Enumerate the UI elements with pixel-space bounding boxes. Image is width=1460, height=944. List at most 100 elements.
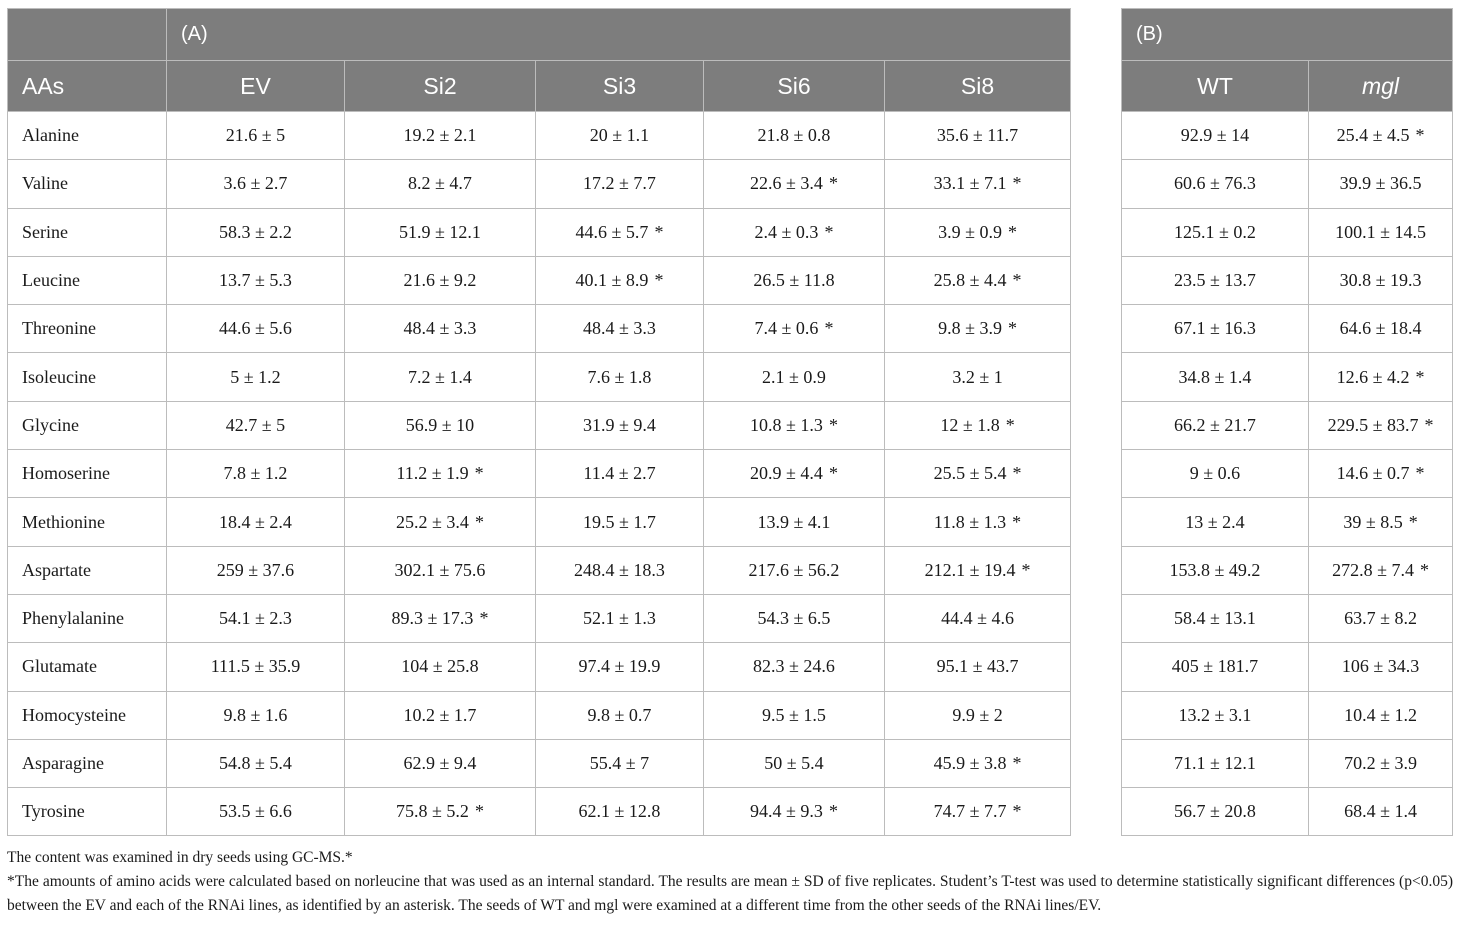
value-cell: 62.1 ± 12.8	[535, 787, 704, 837]
value-cell: 106 ± 34.3	[1307, 642, 1454, 692]
amino-acid-name: Valine	[7, 159, 167, 209]
cell-value: 17.2 ± 7.7	[583, 173, 656, 194]
value-cell: 212.1 ± 19.4 *	[883, 545, 1072, 595]
value-cell: 104 ± 25.8	[344, 642, 536, 692]
cell-value: 64.6 ± 18.4	[1339, 318, 1422, 339]
value-cell: 56.9 ± 10	[344, 400, 536, 451]
column-header-si3: Si3	[535, 60, 704, 112]
table-row: Tyrosine 53.5 ± 6.6 75.8 ± 5.2 * 62.1 ± 12.8…	[7, 787, 1072, 837]
amino-acid-name: Tyrosine	[7, 787, 167, 837]
value-cell: 111.5 ± 35.9	[166, 642, 345, 692]
cell-value: 22.6 ± 3.4	[750, 173, 823, 194]
cell-value: 7.8 ± 1.2	[223, 463, 288, 484]
cell-value: 39 ± 8.5	[1343, 511, 1403, 532]
significance-asterisk: *	[1408, 511, 1418, 532]
significance-asterisk: *	[824, 318, 834, 339]
cell-value: 89.3 ± 17.3	[391, 608, 474, 629]
table-row: 23.5 ± 13.7 30.8 ± 19.3	[1121, 255, 1454, 306]
table-row: 9 ± 0.6 14.6 ± 0.7 *	[1121, 449, 1454, 499]
significance-asterisk: *	[1007, 221, 1017, 242]
cell-value: 125.1 ± 0.2	[1174, 221, 1256, 242]
amino-acid-name: Leucine	[7, 255, 167, 306]
table-row: Aspartate 259 ± 37.6 302.1 ± 75.6 248.4 ± 1…	[7, 545, 1072, 595]
cell-value: 40.1 ± 8.9	[575, 270, 649, 291]
significance-asterisk: *	[1012, 801, 1022, 822]
cell-value: 2.4 ± 0.3	[754, 221, 819, 242]
significance-asterisk: *	[474, 463, 484, 484]
column-header-mgl: mgl	[1307, 60, 1454, 112]
significance-asterisk: *	[824, 221, 834, 242]
value-cell: 7.6 ± 1.8	[535, 352, 704, 402]
value-cell: 2.1 ± 0.9	[703, 352, 885, 402]
significance-asterisk: *	[479, 608, 489, 629]
cell-value: 52.1 ± 1.3	[583, 608, 656, 629]
table-row: 92.9 ± 14 25.4 ± 4.5 *	[1121, 110, 1454, 161]
table-row: 71.1 ± 12.1 70.2 ± 3.9	[1121, 738, 1454, 789]
value-cell: 71.1 ± 12.1	[1121, 738, 1309, 789]
cell-value: 25.8 ± 4.4	[933, 270, 1007, 291]
cell-value: 3.9 ± 0.9	[938, 221, 1002, 242]
cell-value: 9.8 ± 1.6	[223, 704, 288, 725]
value-cell: 92.9 ± 14	[1121, 110, 1309, 161]
significance-asterisk: *	[828, 801, 838, 822]
value-cell: 14.6 ± 0.7 *	[1307, 449, 1454, 499]
amino-acid-name: Glutamate	[7, 642, 167, 692]
value-cell: 25.4 ± 4.5 *	[1307, 110, 1454, 161]
value-cell: 21.6 ± 9.2	[344, 255, 536, 306]
cell-value: 10.2 ± 1.7	[403, 704, 477, 725]
cell-value: 18.4 ± 2.4	[219, 511, 292, 532]
cell-value: 50 ± 5.4	[764, 753, 824, 773]
value-cell: 70.2 ± 3.9	[1307, 738, 1454, 789]
panel-a-corner	[7, 8, 167, 61]
value-cell: 60.6 ± 76.3	[1121, 159, 1309, 209]
cell-value: 44.6 ± 5.7	[575, 221, 649, 242]
cell-value: 75.8 ± 5.2	[396, 801, 469, 822]
cell-value: 21.6 ± 5	[225, 125, 286, 146]
value-cell: 19.5 ± 1.7	[535, 497, 704, 547]
cell-value: 272.8 ± 7.4	[1332, 559, 1414, 580]
value-cell: 74.7 ± 7.7 *	[883, 787, 1072, 837]
value-cell: 50 ± 5.4	[703, 738, 885, 789]
value-cell: 21.6 ± 5	[166, 110, 345, 161]
significance-asterisk: *	[1007, 318, 1017, 339]
cell-value: 62.1 ± 12.8	[578, 801, 661, 822]
cell-value: 95.1 ± 43.7	[936, 656, 1019, 677]
cell-value: 31.9 ± 9.4	[583, 414, 656, 435]
value-cell: 9.9 ± 2	[883, 690, 1072, 740]
cell-value: 56.7 ± 20.8	[1174, 801, 1256, 822]
cell-value: 68.4 ± 1.4	[1344, 801, 1417, 822]
value-cell: 11.4 ± 2.7	[535, 449, 704, 499]
amino-acid-name: Threonine	[7, 304, 167, 354]
amino-acid-name: Serine	[7, 207, 167, 257]
cell-value: 212.1 ± 19.4	[924, 559, 1016, 580]
significance-asterisk: *	[1005, 414, 1015, 435]
value-cell: 62.9 ± 9.4	[344, 738, 536, 789]
cell-value: 63.7 ± 8.2	[1344, 608, 1417, 629]
value-cell: 58.3 ± 2.2	[166, 207, 345, 257]
table-row: Threonine 44.6 ± 5.6 48.4 ± 3.3 48.4 ± 3.3 7…	[7, 304, 1072, 354]
value-cell: 18.4 ± 2.4	[166, 497, 345, 547]
value-cell: 48.4 ± 3.3	[344, 304, 536, 354]
value-cell: 31.9 ± 9.4	[535, 400, 704, 451]
value-cell: 52.1 ± 1.3	[535, 593, 704, 644]
significance-asterisk: *	[1419, 559, 1429, 580]
table-row: 34.8 ± 1.4 12.6 ± 4.2 *	[1121, 352, 1454, 402]
cell-value: 7.4 ± 0.6	[754, 318, 819, 339]
column-header-si8: Si8	[883, 60, 1072, 112]
panel-a-label: (A)	[165, 8, 1072, 61]
cell-value: 48.4 ± 3.3	[403, 318, 477, 339]
cell-value: 7.6 ± 1.8	[587, 366, 652, 387]
significance-asterisk: *	[1021, 559, 1031, 580]
cell-value: 259 ± 37.6	[216, 559, 295, 580]
amino-acid-name: Homocysteine	[7, 690, 167, 740]
value-cell: 66.2 ± 21.7	[1121, 400, 1309, 451]
value-cell: 21.8 ± 0.8	[703, 110, 885, 161]
value-cell: 53.5 ± 6.6	[166, 787, 345, 837]
table-row: 58.4 ± 13.1 63.7 ± 8.2	[1121, 593, 1454, 644]
cell-value: 7.2 ± 1.4	[408, 366, 472, 387]
amino-acid-name: Phenylalanine	[7, 593, 167, 644]
value-cell: 26.5 ± 11.8	[703, 255, 885, 306]
cell-value: 58.3 ± 2.2	[219, 221, 292, 242]
cell-value: 19.2 ± 2.1	[403, 125, 477, 146]
table-row: 405 ± 181.7 106 ± 34.3	[1121, 642, 1454, 692]
